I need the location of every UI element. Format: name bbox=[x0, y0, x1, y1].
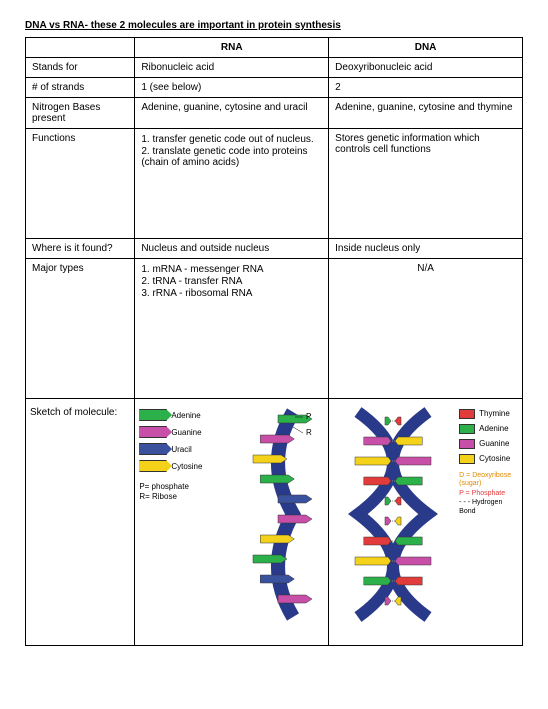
label: Where is it found? bbox=[26, 239, 135, 259]
header-rna: RNA bbox=[135, 38, 329, 58]
rna-val: 1 (see below) bbox=[135, 78, 329, 98]
p-label: P= phosphate bbox=[139, 482, 202, 491]
dna-val: Adenine, guanine, cytosine and thymine bbox=[329, 98, 523, 129]
r-label: R= Ribose bbox=[139, 492, 202, 501]
rna-sketch: Adenine Guanine Uracil Cytosine P= phosp… bbox=[135, 399, 329, 646]
rna-legend: Adenine Guanine Uracil Cytosine P= phosp… bbox=[139, 407, 202, 637]
t2: 2. tRNA - transfer RNA bbox=[141, 276, 322, 287]
guanine-label: Guanine bbox=[171, 428, 201, 437]
cytosine-swatch bbox=[139, 460, 167, 472]
comparison-table: RNA DNA Stands for Ribonucleic acid Deox… bbox=[25, 37, 523, 646]
header-blank bbox=[26, 38, 135, 58]
rna-val: Adenine, guanine, cytosine and uracil bbox=[135, 98, 329, 129]
page-title: DNA vs RNA- these 2 molecules are import… bbox=[25, 20, 523, 31]
dna-molecule bbox=[333, 407, 453, 637]
p-label: P = Phosphate bbox=[459, 490, 518, 498]
dna-val: Inside nucleus only bbox=[329, 239, 523, 259]
uracil-label: Uracil bbox=[171, 445, 191, 454]
thymine-swatch bbox=[459, 409, 475, 419]
row-where: Where is it found? Nucleus and outside n… bbox=[26, 239, 523, 259]
dna-val: Deoxyribonucleic acid bbox=[329, 58, 523, 78]
row-stands-for: Stands for Ribonucleic acid Deoxyribonuc… bbox=[26, 58, 523, 78]
rna-val: Ribonucleic acid bbox=[135, 58, 329, 78]
row-types: Major types 1. mRNA - messenger RNA 2. t… bbox=[26, 259, 523, 399]
func1: 1. transfer genetic code out of nucleus. bbox=[141, 134, 322, 145]
t1: 1. mRNA - messenger RNA bbox=[141, 264, 322, 275]
adenine-label: Adenine bbox=[479, 424, 508, 434]
svg-text:P: P bbox=[306, 412, 311, 421]
row-sketch: Sketch of molecule: Adenine Guanine Urac… bbox=[26, 399, 523, 646]
guanine-swatch bbox=[459, 439, 475, 449]
rna-val: 1. mRNA - messenger RNA 2. tRNA - transf… bbox=[135, 259, 329, 399]
guanine-swatch bbox=[139, 426, 167, 438]
dna-sketch: Thymine Adenine Guanine Cytosine D = Deo… bbox=[329, 399, 523, 646]
header-row: RNA DNA bbox=[26, 38, 523, 58]
cytosine-label: Cytosine bbox=[479, 454, 510, 464]
row-functions: Functions 1. transfer genetic code out o… bbox=[26, 129, 523, 239]
rna-val: 1. transfer genetic code out of nucleus.… bbox=[135, 129, 329, 239]
label: Nitrogen Bases present bbox=[26, 98, 135, 129]
row-bases: Nitrogen Bases present Adenine, guanine,… bbox=[26, 98, 523, 129]
label: Functions bbox=[26, 129, 135, 239]
label: # of strands bbox=[26, 78, 135, 98]
svg-text:R: R bbox=[306, 428, 312, 437]
t3: 3. rRNA - ribosomal RNA bbox=[141, 288, 322, 299]
dna-val: N/A bbox=[329, 259, 523, 399]
h-label: - - - Hydrogen Bond bbox=[459, 499, 518, 516]
rna-molecule: PR bbox=[208, 407, 324, 637]
func2: 2. translate genetic code into proteins … bbox=[141, 146, 322, 168]
thymine-label: Thymine bbox=[479, 409, 510, 419]
dna-val: 2 bbox=[329, 78, 523, 98]
guanine-label: Guanine bbox=[479, 439, 509, 449]
dna-val: Stores genetic information which control… bbox=[329, 129, 523, 239]
cytosine-label: Cytosine bbox=[171, 462, 202, 471]
adenine-swatch bbox=[459, 424, 475, 434]
adenine-label: Adenine bbox=[171, 411, 200, 420]
label: Stands for bbox=[26, 58, 135, 78]
label: Major types bbox=[26, 259, 135, 399]
dna-legend: Thymine Adenine Guanine Cytosine D = Deo… bbox=[459, 407, 518, 637]
adenine-swatch bbox=[139, 409, 167, 421]
cytosine-swatch bbox=[459, 454, 475, 464]
label: Sketch of molecule: bbox=[26, 399, 135, 646]
uracil-swatch bbox=[139, 443, 167, 455]
d-label: D = Deoxyribose (sugar) bbox=[459, 472, 518, 489]
rna-val: Nucleus and outside nucleus bbox=[135, 239, 329, 259]
header-dna: DNA bbox=[329, 38, 523, 58]
row-strands: # of strands 1 (see below) 2 bbox=[26, 78, 523, 98]
